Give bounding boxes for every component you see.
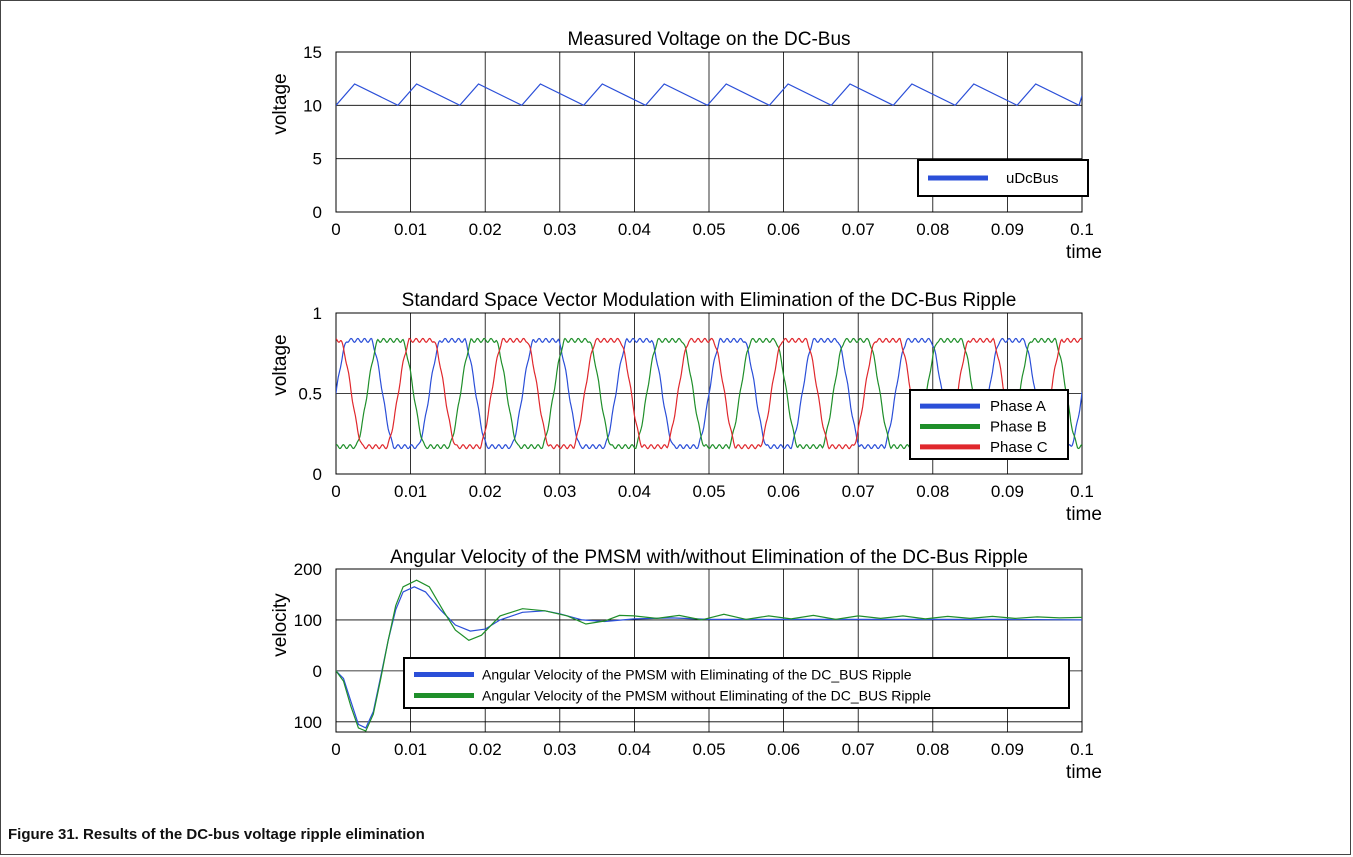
x-tick-label: 0.03 xyxy=(543,740,576,759)
x-axis-label: time xyxy=(1066,762,1102,783)
x-tick-label: 0 xyxy=(331,740,340,759)
x-tick-label: 0.09 xyxy=(991,740,1024,759)
y-tick-label: 15 xyxy=(303,43,322,62)
y-tick-label: 100 xyxy=(294,611,322,630)
x-tick-label: 0.03 xyxy=(543,220,576,239)
y-tick-label: 10 xyxy=(303,96,322,115)
y-tick-label: 200 xyxy=(294,560,322,579)
y-tick-label: 0.5 xyxy=(298,385,322,404)
x-tick-label: 0.02 xyxy=(469,482,502,501)
x-tick-label: 0.01 xyxy=(394,220,427,239)
legend-label: Phase A xyxy=(990,398,1046,415)
x-tick-label: 0.1 xyxy=(1070,220,1094,239)
x-tick-label: 0.05 xyxy=(692,482,725,501)
y-tick-label: 0 xyxy=(313,662,322,681)
x-tick-label: 0.04 xyxy=(618,740,651,759)
legend-label: Phase C xyxy=(990,439,1048,456)
x-tick-label: 0.08 xyxy=(916,220,949,239)
chart-title: Angular Velocity of the PMSM with/withou… xyxy=(390,547,1028,568)
x-tick-label: 0.01 xyxy=(394,740,427,759)
x-tick-label: 0.07 xyxy=(842,740,875,759)
series-line xyxy=(336,83,1082,107)
x-tick-label: 0.06 xyxy=(767,740,800,759)
legend-label: uDcBus xyxy=(1006,170,1059,187)
series-line xyxy=(336,579,1082,732)
x-tick-label: 0.02 xyxy=(469,220,502,239)
y-axis-label: voltage xyxy=(270,334,291,395)
legend-label: Angular Velocity of the PMSM with Elimin… xyxy=(482,667,912,683)
y-tick-label: 0 xyxy=(313,465,322,484)
x-tick-label: 0.08 xyxy=(916,482,949,501)
chart-title: Standard Space Vector Modulation with El… xyxy=(402,290,1017,311)
series-line xyxy=(336,586,1082,729)
series-line xyxy=(336,337,1082,450)
x-tick-label: 0.09 xyxy=(991,220,1024,239)
x-tick-label: 0.07 xyxy=(842,482,875,501)
x-tick-label: 0.05 xyxy=(692,220,725,239)
figure-caption: Figure 31. Results of the DC-bus voltage… xyxy=(8,826,425,843)
x-axis-label: time xyxy=(1066,242,1102,263)
y-tick-label: 0 xyxy=(313,203,322,222)
x-tick-label: 0.05 xyxy=(692,740,725,759)
y-axis-label: velocity xyxy=(270,593,291,657)
figure-charts: Measured Voltage on the DC-Bus 0 0.01 0.02 0… xyxy=(270,29,1102,783)
x-tick-label: 0 xyxy=(331,482,340,501)
y-tick-label: 1 xyxy=(313,304,322,323)
x-tick-label: 0.06 xyxy=(767,482,800,501)
legend-box xyxy=(403,657,1070,709)
x-axis-label: time xyxy=(1066,504,1102,525)
legend-label: Phase B xyxy=(990,419,1047,436)
y-tick-label: 5 xyxy=(313,150,322,169)
x-tick-label: 0.04 xyxy=(618,482,651,501)
y-tick-label: 100 xyxy=(294,713,322,732)
x-tick-label: 0.09 xyxy=(991,482,1024,501)
x-tick-label: 0.02 xyxy=(469,740,502,759)
x-tick-label: 0.1 xyxy=(1070,482,1094,501)
x-tick-label: 0.08 xyxy=(916,740,949,759)
x-tick-label: 0.01 xyxy=(394,482,427,501)
x-tick-label: 0.04 xyxy=(618,220,651,239)
x-tick-label: 0 xyxy=(331,220,340,239)
x-tick-label: 0.1 xyxy=(1070,740,1094,759)
legend-label: Angular Velocity of the PMSM without Eli… xyxy=(482,688,931,704)
x-tick-label: 0.06 xyxy=(767,220,800,239)
x-tick-label: 0.03 xyxy=(543,482,576,501)
chart-title: Measured Voltage on the DC-Bus xyxy=(567,29,850,50)
x-tick-label: 0.07 xyxy=(842,220,875,239)
y-axis-label: voltage xyxy=(270,73,291,134)
